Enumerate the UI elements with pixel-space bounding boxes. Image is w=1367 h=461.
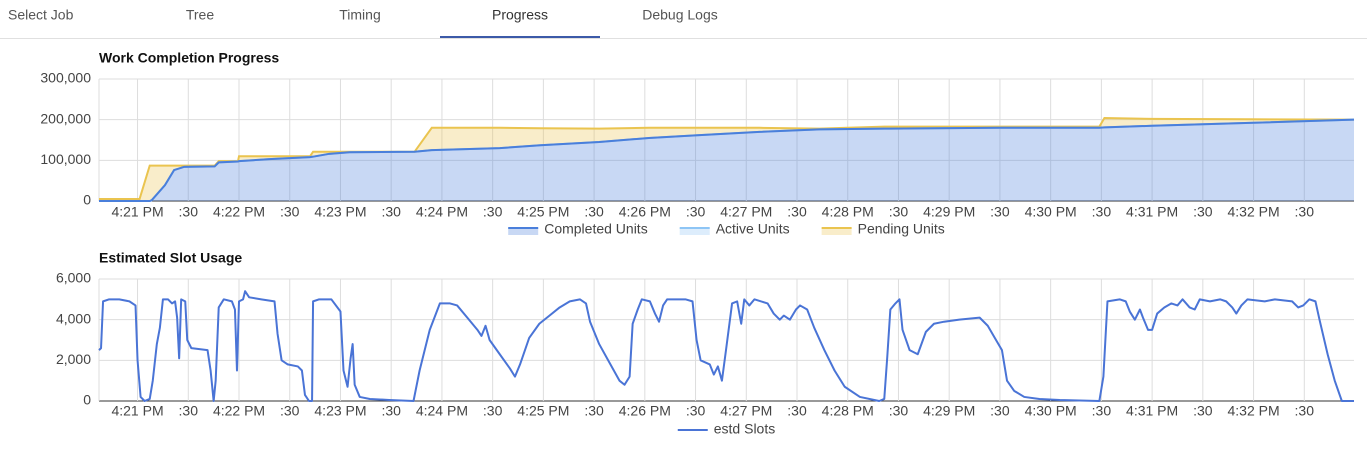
x-tick-label: 4:26 PM [619,204,671,220]
tab-bar [0,0,1367,38]
x-tick-label: 4:24 PM [416,204,468,220]
x-tick-label: 4:21 PM [111,403,163,419]
x-tick-label: :30 [1193,403,1213,419]
x-tick-label: :30 [381,403,401,419]
y-tick-label: 100,000 [40,151,91,167]
chart: 0 2,000 4,000 6,000 4:21 PM :30 4:22 PM :30 4:23… [56,270,1354,437]
x-tick-label: 4:29 PM [923,403,975,419]
x-tick-label: 4:28 PM [822,204,874,220]
x-tick-label: 4:31 PM [1126,204,1178,220]
x-tick-label: :30 [686,204,706,220]
tab[interactable]: Timing [339,7,381,23]
x-tick-label: :30 [1092,403,1112,419]
x-tick-label: :30 [990,204,1010,220]
legend-label: estd Slots [714,421,775,437]
x-tick-label: :30 [483,204,503,220]
x-tick-label: 4:24 PM [416,403,468,419]
area-line [99,118,1355,202]
x-tick-label: :30 [787,204,807,220]
legend-item: Active Units [679,221,790,237]
y-tick-label: 0 [83,192,91,208]
x-tick-label: :30 [179,204,199,220]
x-tick-label: 4:27 PM [720,204,772,220]
x-tick-label: 4:29 PM [923,204,975,220]
x-tick-label: 4:23 PM [314,204,366,220]
chart-title: Work Completion Progress [99,50,279,66]
x-tick-label: :30 [584,204,604,220]
y-tick-label: 2,000 [56,351,91,367]
x-tick-label: :30 [1295,204,1315,220]
legend-item: Pending Units [821,221,945,237]
legend: estd Slots [677,421,775,437]
legend: Completed Units Active Units Pending Units [508,221,945,237]
x-tick-label: 4:32 PM [1227,204,1279,220]
x-tick-label: :30 [280,204,300,220]
tab[interactable]: Progress [492,7,548,23]
y-tick-label: 300,000 [40,70,91,86]
x-tick-label: :30 [1295,403,1315,419]
legend-item: Completed Units [508,221,648,237]
x-tick-label: :30 [1193,204,1213,220]
x-tick-label: 4:22 PM [213,204,265,220]
x-tick-label: :30 [1092,204,1112,220]
legend-swatch [679,228,710,235]
legend-swatch [508,228,539,235]
x-tick-label: :30 [483,403,503,419]
x-tick-label: :30 [889,204,909,220]
x-tick-label: :30 [686,403,706,419]
x-tick-label: 4:26 PM [619,403,671,419]
legend-swatch [821,228,852,235]
x-tick-label: 4:32 PM [1227,403,1279,419]
x-tick-label: :30 [280,403,300,419]
tab[interactable]: Select Job [8,7,74,23]
active-tab-indicator [440,36,600,38]
x-tick-label: 4:21 PM [111,204,163,220]
y-tick-label: 6,000 [56,270,91,286]
x-tick-label: 4:23 PM [314,403,366,419]
y-tick-label: 200,000 [40,110,91,126]
x-tick-label: :30 [584,403,604,419]
x-tick-label: :30 [787,403,807,419]
y-tick-label: 0 [83,392,91,408]
area-fill [99,119,1354,201]
legend-item: estd Slots [677,421,775,437]
x-tick-label: 4:22 PM [213,403,265,419]
x-tick-label: :30 [179,403,199,419]
legend-label: Active Units [716,221,790,237]
x-tick-label: 4:25 PM [517,204,569,220]
tab[interactable]: Tree [186,7,214,23]
chart: 0 100,000 200,000 300,000 4:21 PM :30 4:22 PM:… [40,70,1355,237]
tab[interactable]: Debug Logs [642,7,718,23]
x-tick-label: :30 [990,403,1010,419]
chart-title: Estimated Slot Usage [99,250,242,266]
x-tick-label: 4:31 PM [1126,403,1178,419]
x-tick-label: 4:30 PM [1025,403,1077,419]
line [98,290,1354,402]
x-tick-label: 4:28 PM [822,403,874,419]
x-tick-label: 4:25 PM [517,403,569,419]
legend-label: Completed Units [544,221,648,237]
x-tick-label: 4:30 PM [1025,204,1077,220]
x-tick-label: 4:27 PM [720,403,772,419]
legend-label: Pending Units [858,221,945,237]
x-tick-label: :30 [889,403,909,419]
x-tick-label: :30 [381,204,401,220]
y-tick-label: 4,000 [56,310,91,326]
